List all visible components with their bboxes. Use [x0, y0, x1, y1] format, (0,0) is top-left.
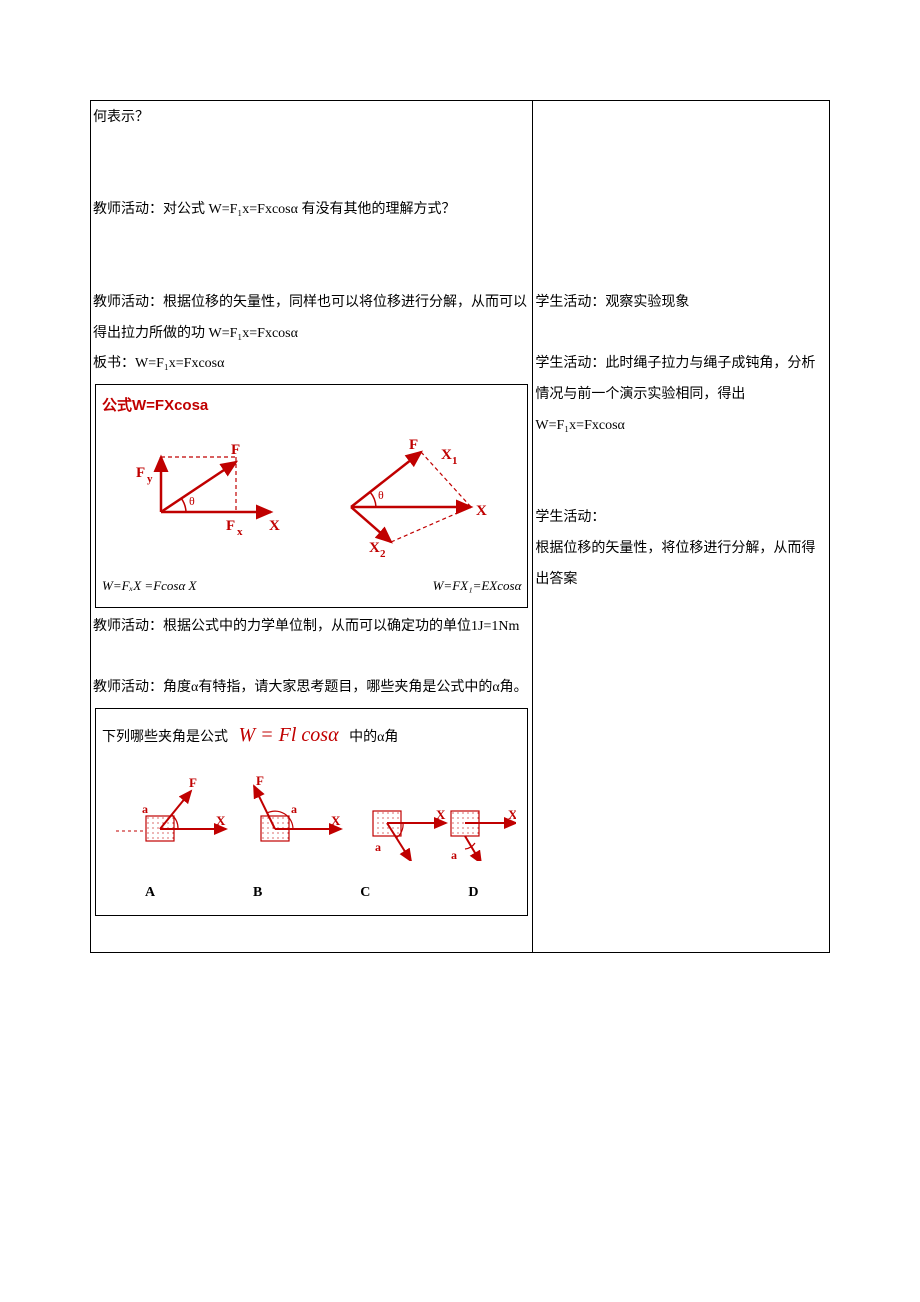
- text-board: 板书：W=F₁x=Fxcosα: [93, 349, 530, 380]
- label-X1: X: [441, 447, 452, 463]
- svg-text:a: a: [142, 802, 148, 816]
- svg-text:2: 2: [380, 548, 386, 557]
- teacher-column: 何表示？ 教师活动：对公式 W=F₁x=Fxcosα 有没有其他的理解方式？ 教…: [91, 101, 533, 953]
- svg-text:x: x: [237, 526, 243, 538]
- option-A: A: [145, 878, 155, 909]
- lesson-table: 何表示？ 教师活动：对公式 W=F₁x=Fxcosα 有没有其他的理解方式？ 教…: [90, 100, 830, 953]
- option-D: D: [468, 878, 478, 909]
- option-C: C: [360, 878, 370, 909]
- label-F: F: [231, 442, 240, 458]
- vector-diagram-1: θ F y F F x X θ F X 1 X X 2: [96, 422, 516, 557]
- svg-text:X: X: [216, 813, 226, 828]
- svg-text:F: F: [256, 773, 264, 788]
- student-column: 学生活动：观察实验现象 学生活动：此时绳子拉力与绳子成钝角，分析情况与前一个演示…: [533, 101, 830, 953]
- student-3: 学生活动：: [535, 503, 827, 534]
- text-teacher-1: 教师活动：对公式 W=F₁x=Fxcosα 有没有其他的理解方式？: [93, 195, 530, 226]
- student-4: 根据位移的矢量性，将位移进行分解，从而得出答案: [535, 534, 827, 596]
- label-Fy: F: [136, 465, 145, 481]
- label-X2: X: [369, 540, 380, 556]
- svg-text:a: a: [451, 848, 457, 861]
- label-X-left: X: [269, 518, 280, 534]
- svg-text:X: X: [331, 813, 341, 828]
- label-X-right: X: [476, 503, 487, 519]
- diagram-angle-question: 下列哪些夹角是公式 W = Fl cosα 中的α角 F X a: [95, 708, 528, 916]
- diagram1-title: 公式W=FXcosa: [96, 385, 527, 422]
- svg-text:F: F: [409, 859, 417, 861]
- option-B: B: [253, 878, 262, 909]
- theta-label: θ: [189, 494, 195, 508]
- svg-text:a: a: [375, 840, 381, 854]
- angle-options-diagram: F X a F X a F X a: [96, 761, 516, 861]
- text-teacher-2: 教师活动：根据位移的矢量性，同样也可以将位移进行分解，从而可以得出拉力所做的功 …: [93, 288, 530, 350]
- diagram-force-decomposition: 公式W=FXcosa θ F y F F x X: [95, 384, 528, 607]
- svg-text:F: F: [189, 775, 197, 790]
- formula-bottom-left: W=FₓX =Fcosα X: [102, 572, 197, 601]
- text-q1: 何表示？: [93, 103, 530, 134]
- text-teacher-3: 教师活动：根据公式中的力学单位制，从而可以确定功的单位1J=1Nm: [93, 612, 530, 643]
- label-Fx: F: [226, 518, 235, 534]
- label-F-right: F: [409, 437, 418, 453]
- svg-text:θ: θ: [378, 488, 384, 502]
- q-formula: W = Fl cosα: [239, 724, 339, 746]
- svg-text:1: 1: [452, 455, 458, 467]
- svg-text:F: F: [481, 859, 489, 861]
- student-2: 学生活动：此时绳子拉力与绳子成钝角，分析情况与前一个演示实验相同，得出W=F₁x…: [535, 349, 827, 441]
- svg-text:a: a: [291, 802, 297, 816]
- formula-bottom-right: W=FX₁=EXcosα: [433, 572, 522, 601]
- svg-text:X: X: [436, 807, 446, 822]
- student-1: 学生活动：观察实验现象: [535, 288, 827, 319]
- text-teacher-4: 教师活动：角度α有特指，请大家思考题目，哪些夹角是公式中的α角。: [93, 673, 530, 704]
- svg-text:X: X: [508, 807, 516, 822]
- svg-text:y: y: [147, 473, 153, 485]
- q-prefix: 下列哪些夹角是公式: [102, 730, 228, 745]
- q-suffix: 中的α角: [349, 730, 398, 745]
